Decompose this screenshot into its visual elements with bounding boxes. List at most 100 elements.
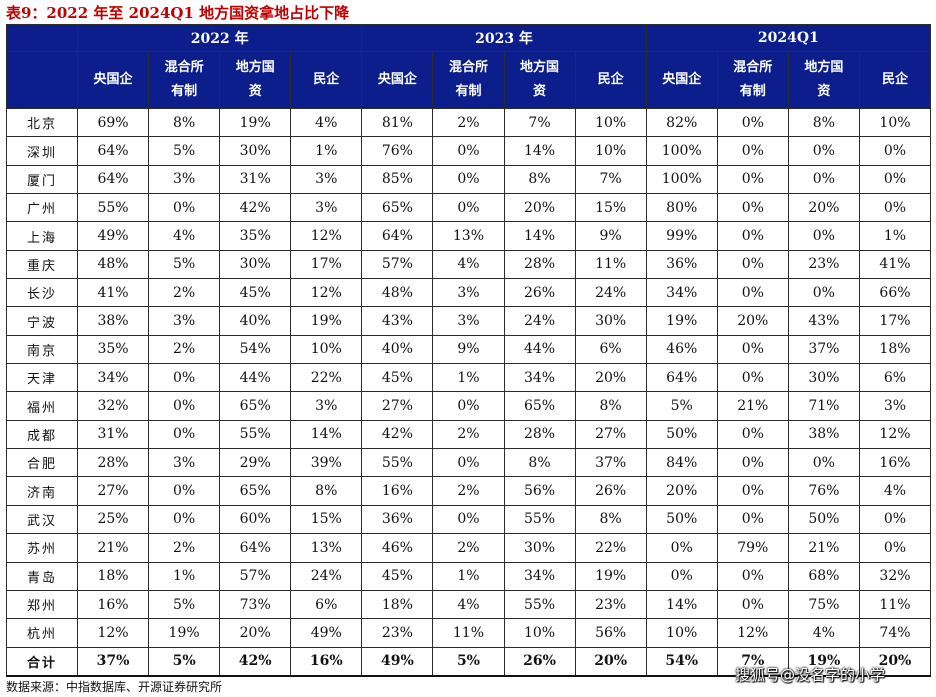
table-row: 合肥 28% 3% 29% 39% 55% 0% 8% 37% 84% 0% 0% 16% bbox=[6, 448, 932, 478]
value-cell: 0% bbox=[645, 561, 718, 591]
value-cell: 39% bbox=[290, 448, 363, 478]
value-cell: 37% bbox=[574, 448, 647, 478]
value-cell: 1% bbox=[432, 363, 505, 393]
value-cell: 3% bbox=[432, 306, 505, 336]
value-cell: 5% bbox=[148, 589, 221, 620]
value-cell: 2% bbox=[148, 533, 221, 563]
value-cell: 2% bbox=[432, 533, 505, 563]
value-cell: 76% bbox=[361, 136, 434, 166]
table-row: 广州 55% 0% 42% 3% 65% 0% 20% 15% 80% 0% 20% 0% bbox=[6, 193, 932, 223]
value-cell: 0% bbox=[716, 561, 789, 591]
value-cell: 11% bbox=[858, 589, 932, 620]
value-cell: 69% bbox=[76, 107, 150, 138]
value-cell: 57% bbox=[361, 249, 434, 280]
value-cell: 1% bbox=[858, 221, 932, 251]
value-cell: 40% bbox=[361, 334, 434, 365]
value-cell: 0% bbox=[716, 136, 789, 166]
value-cell: 85% bbox=[361, 164, 434, 195]
value-cell: 0% bbox=[858, 136, 932, 166]
value-cell: 32% bbox=[76, 391, 150, 421]
category-header: 地方国资 bbox=[787, 51, 860, 109]
value-cell: 50% bbox=[787, 504, 860, 535]
value-cell: 25% bbox=[76, 504, 150, 535]
table-row: 上海 49% 4% 35% 12% 64% 13% 14% 9% 99% 0% 0% 1% bbox=[6, 221, 932, 251]
value-cell: 23% bbox=[361, 618, 434, 648]
value-cell: 3% bbox=[148, 448, 221, 478]
value-cell: 7% bbox=[503, 107, 576, 138]
value-cell: 42% bbox=[361, 419, 434, 450]
value-cell: 24% bbox=[574, 278, 647, 308]
value-cell: 8% bbox=[787, 107, 860, 138]
value-cell: 5% bbox=[148, 136, 221, 166]
value-cell: 4% bbox=[432, 589, 505, 620]
value-cell: 0% bbox=[148, 504, 221, 535]
value-cell: 20% bbox=[787, 193, 860, 223]
value-cell: 64% bbox=[361, 221, 434, 251]
city-cell: 宁波 bbox=[6, 306, 78, 336]
value-cell: 28% bbox=[76, 448, 150, 478]
value-cell: 2% bbox=[148, 278, 221, 308]
value-cell: 0% bbox=[148, 193, 221, 223]
value-cell: 8% bbox=[574, 391, 647, 421]
value-cell: 0% bbox=[716, 193, 789, 223]
value-cell: 36% bbox=[645, 249, 718, 280]
value-cell: 65% bbox=[219, 391, 292, 421]
city-cell: 济南 bbox=[6, 476, 78, 506]
value-cell: 30% bbox=[219, 136, 292, 166]
value-cell: 0% bbox=[716, 278, 789, 308]
value-cell: 64% bbox=[645, 363, 718, 393]
year-header-2024q1: 2024Q1 bbox=[645, 24, 932, 52]
year-header-row: 2022 年 2023 年 2024Q1 bbox=[6, 24, 932, 52]
value-cell: 48% bbox=[76, 249, 150, 280]
value-cell: 3% bbox=[148, 164, 221, 195]
value-cell: 35% bbox=[219, 221, 292, 251]
value-cell: 30% bbox=[574, 306, 647, 336]
value-cell: 0% bbox=[716, 448, 789, 478]
value-cell: 81% bbox=[361, 107, 434, 138]
value-cell: 73% bbox=[219, 589, 292, 620]
value-cell: 55% bbox=[219, 419, 292, 450]
city-cell: 苏州 bbox=[6, 533, 78, 563]
table-row: 南京 35% 2% 54% 10% 40% 9% 44% 6% 46% 0% 37% 18% bbox=[6, 334, 932, 365]
value-cell: 0% bbox=[148, 476, 221, 506]
value-cell: 0% bbox=[432, 391, 505, 421]
value-cell: 0% bbox=[716, 164, 789, 195]
table-row: 北京 69% 8% 19% 4% 81% 2% 7% 10% 82% 0% 8% 10% bbox=[6, 107, 932, 138]
value-cell: 0% bbox=[787, 448, 860, 478]
value-cell: 6% bbox=[574, 334, 647, 365]
value-cell: 0% bbox=[858, 193, 932, 223]
value-cell: 19% bbox=[574, 561, 647, 591]
city-cell: 厦门 bbox=[6, 164, 78, 195]
value-cell: 45% bbox=[219, 278, 292, 308]
value-cell: 2% bbox=[148, 334, 221, 365]
table-title: 表9：2022 年至 2024Q1 地方国资拿地占比下降 bbox=[6, 4, 350, 22]
value-cell: 20% bbox=[716, 306, 789, 336]
value-cell: 2% bbox=[432, 419, 505, 450]
value-cell: 44% bbox=[219, 363, 292, 393]
value-cell: 9% bbox=[432, 334, 505, 365]
value-cell: 34% bbox=[503, 363, 576, 393]
land-share-table: 2022 年 2023 年 2024Q1 央国企 混合所有制 地方国资 民企 央国企 混合… bbox=[6, 24, 932, 677]
value-cell: 60% bbox=[219, 504, 292, 535]
value-cell: 20% bbox=[574, 363, 647, 393]
value-cell: 13% bbox=[432, 221, 505, 251]
value-cell: 3% bbox=[290, 164, 363, 195]
value-cell: 54% bbox=[219, 334, 292, 365]
city-cell: 广州 bbox=[6, 193, 78, 223]
value-cell: 3% bbox=[432, 278, 505, 308]
value-cell: 19% bbox=[290, 306, 363, 336]
value-cell: 19% bbox=[787, 646, 860, 677]
value-cell: 0% bbox=[716, 249, 789, 280]
value-cell: 17% bbox=[290, 249, 363, 280]
value-cell: 16% bbox=[76, 589, 150, 620]
year-header-2023: 2023 年 bbox=[361, 24, 647, 52]
value-cell: 0% bbox=[432, 164, 505, 195]
corner-cell bbox=[6, 24, 78, 52]
value-cell: 20% bbox=[219, 618, 292, 648]
city-cell: 深圳 bbox=[6, 136, 78, 166]
value-cell: 11% bbox=[432, 618, 505, 648]
value-cell: 4% bbox=[432, 249, 505, 280]
value-cell: 10% bbox=[574, 136, 647, 166]
value-cell: 34% bbox=[76, 363, 150, 393]
city-cell: 福州 bbox=[6, 391, 78, 421]
